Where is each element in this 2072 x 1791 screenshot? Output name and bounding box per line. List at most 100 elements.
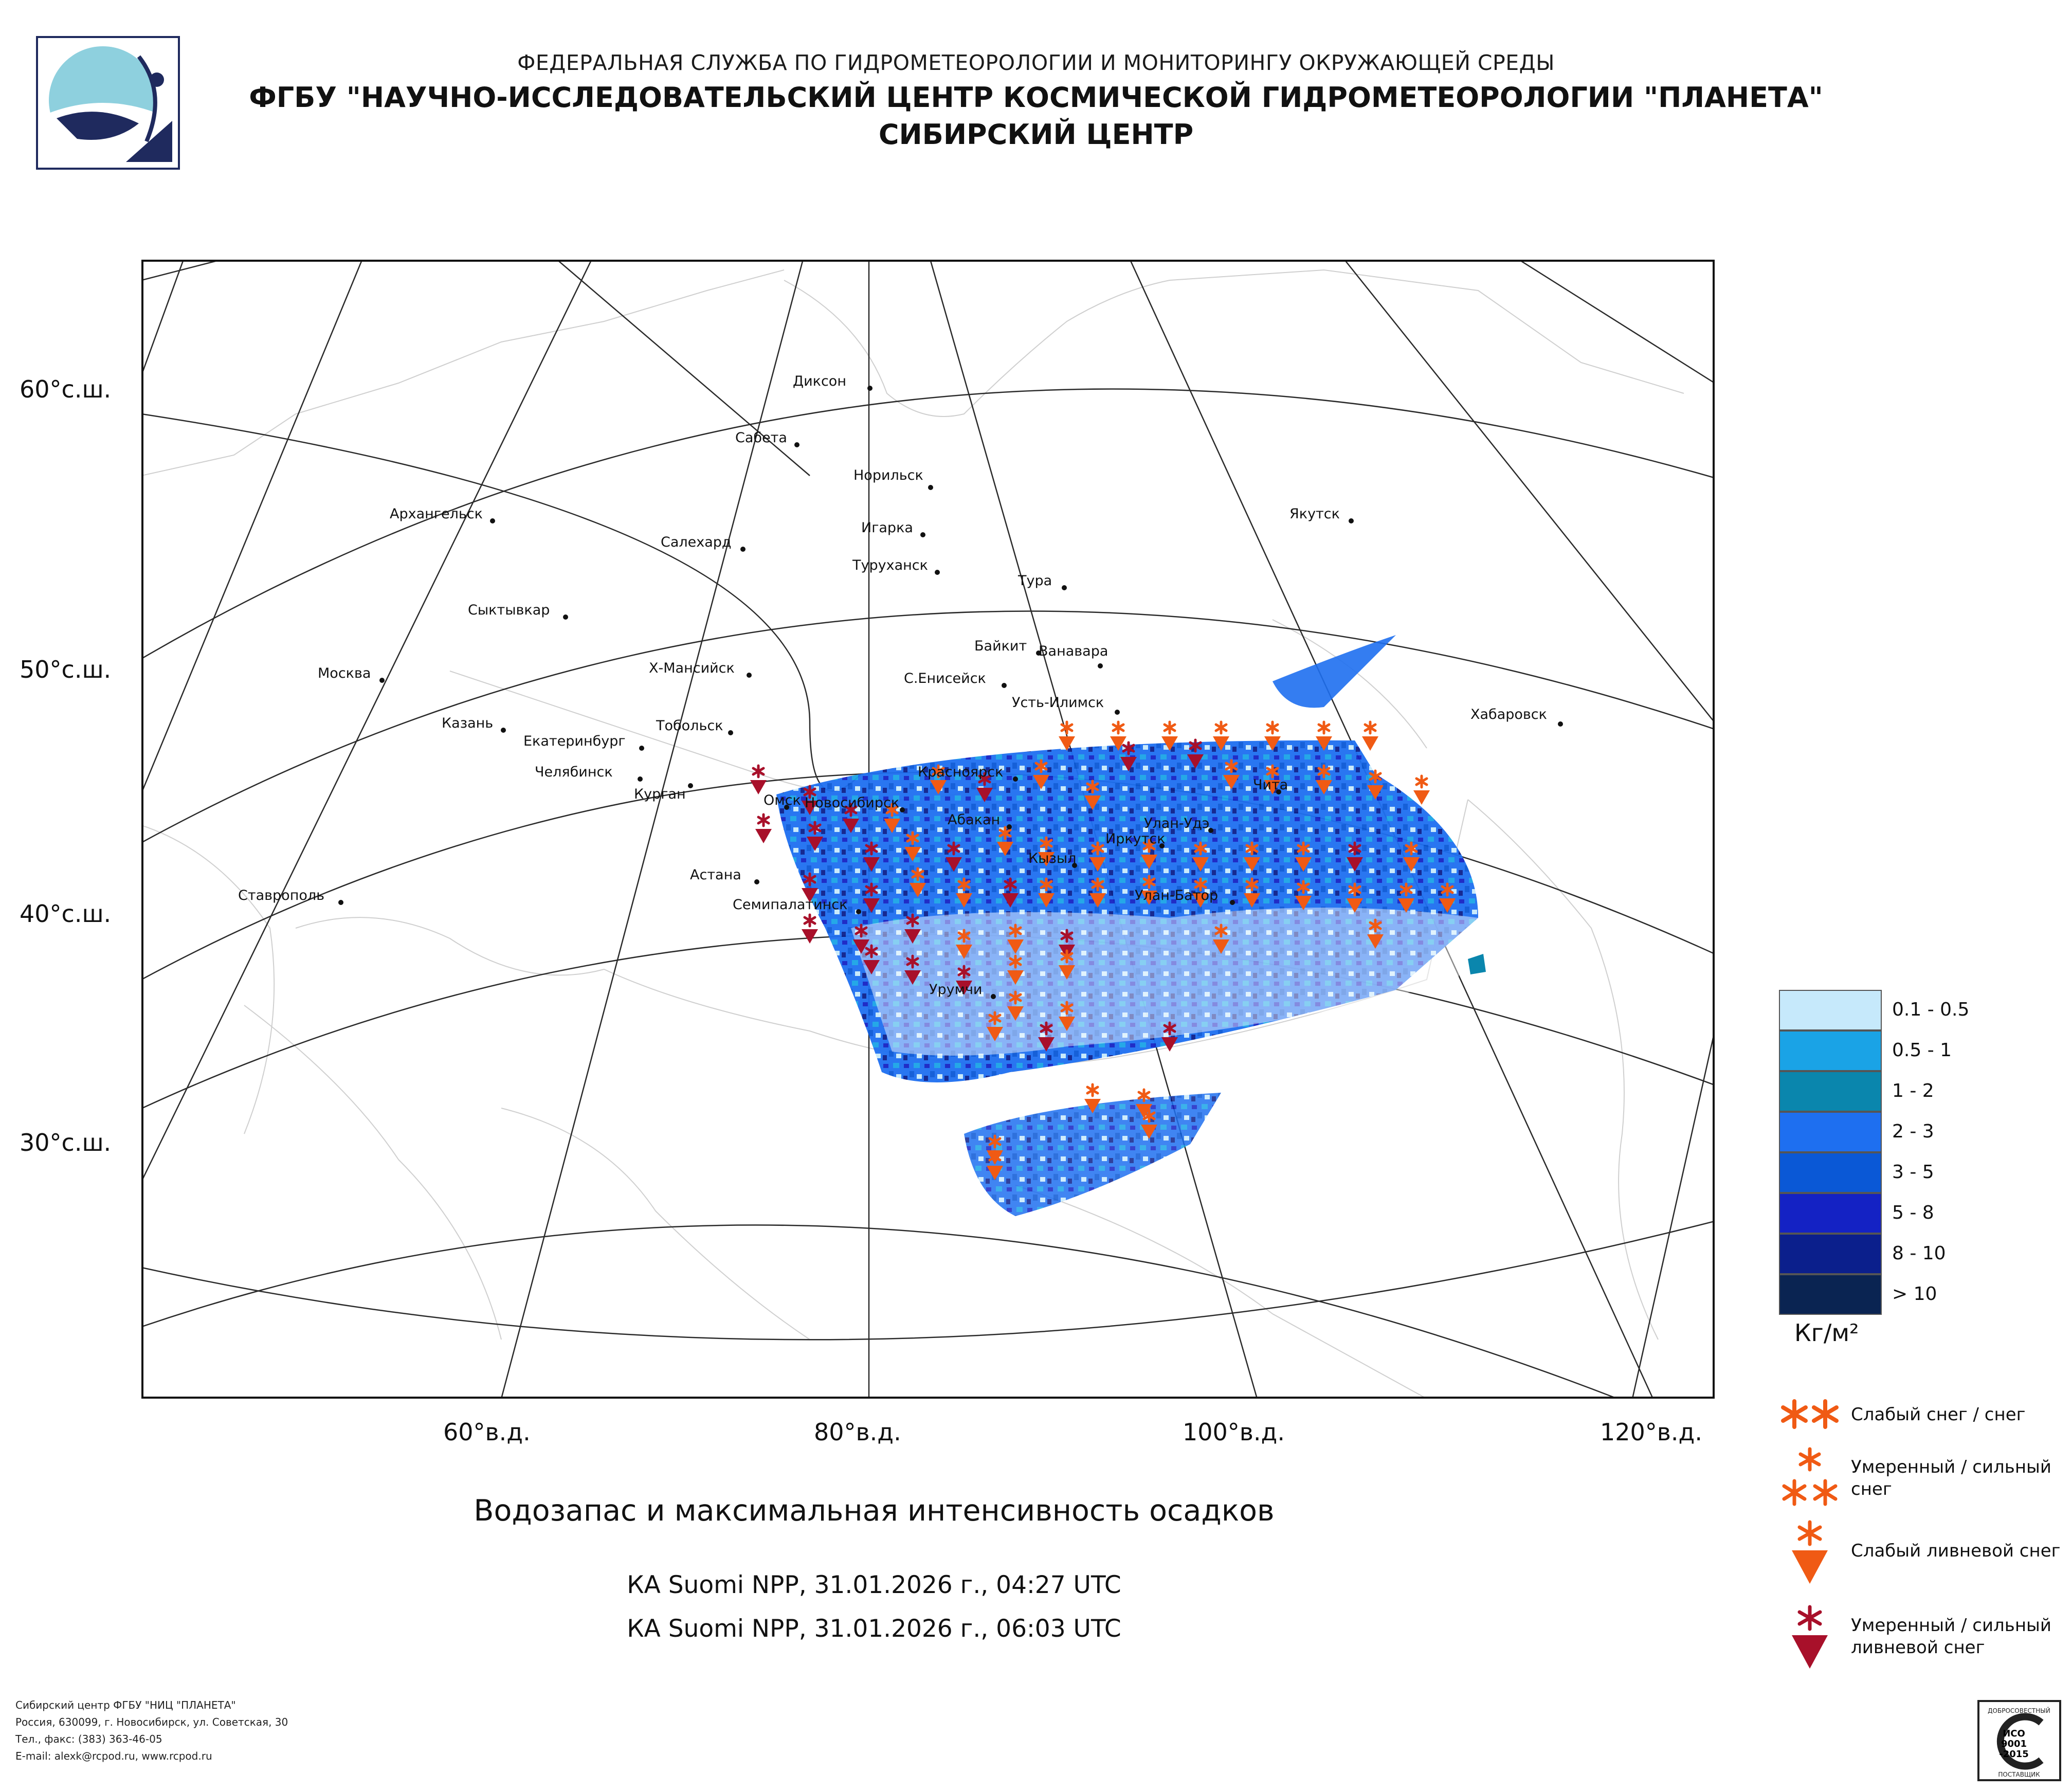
city-label: Диксон xyxy=(793,373,846,389)
snow-shower-marker xyxy=(956,929,972,959)
snow-shower-marker xyxy=(1413,774,1430,805)
city-label: Х-Мансийск xyxy=(649,660,735,676)
snow-shower-marker xyxy=(1141,875,1157,905)
snow-shower-marker xyxy=(1110,720,1126,751)
legend-swatch xyxy=(1779,1193,1882,1234)
city-label: Иркутск xyxy=(1105,831,1166,847)
snow-shower-marker xyxy=(1264,764,1281,794)
svg-text:ИСО: ИСО xyxy=(2003,1728,2025,1739)
city-marker xyxy=(1115,710,1120,715)
snow-shower-marker xyxy=(1038,836,1055,866)
legend-label: 0.5 - 1 xyxy=(1892,1040,1952,1061)
city-label: Сабета xyxy=(735,430,787,446)
snow-shower-marker xyxy=(1059,1001,1075,1031)
city-marker xyxy=(784,805,789,810)
city-label: Игарка xyxy=(861,520,913,536)
heavy-snow-shower-marker xyxy=(904,954,921,985)
city-marker xyxy=(338,900,343,905)
footer-contacts: Сибирский центр ФГБУ "НИЦ "ПЛАНЕТА" Росс… xyxy=(15,1697,288,1765)
city-marker xyxy=(563,614,568,620)
city-label: Красноярск xyxy=(918,764,1003,780)
symbol-label-4: Умеренный / сильный ливневой снег xyxy=(1851,1615,2051,1658)
legend-label: 5 - 8 xyxy=(1892,1202,1934,1223)
snow-shower-marker xyxy=(1295,880,1312,910)
svg-text:9001: 9001 xyxy=(2001,1739,2027,1749)
city-label: Астана xyxy=(690,867,741,883)
legend-label: 0.1 - 0.5 xyxy=(1892,999,1970,1020)
legend-swatch xyxy=(1779,1071,1882,1112)
city-marker xyxy=(1072,863,1077,868)
snow-shower-marker xyxy=(1007,954,1024,985)
snow-shower-marker xyxy=(1007,990,1024,1021)
city-label: Салехард xyxy=(661,534,732,550)
heavy-snow-shower-marker xyxy=(750,764,767,794)
snow-shower-marker xyxy=(1213,720,1229,751)
legend-swatch xyxy=(1779,990,1882,1030)
triple-asterisk-icon xyxy=(1782,1447,1838,1506)
heavy-snow-shower-marker xyxy=(802,872,818,902)
city-marker xyxy=(1558,721,1563,727)
lat-label-60: 60°с.ш. xyxy=(20,375,112,403)
city-marker xyxy=(794,442,799,447)
city-label: Москва xyxy=(318,665,371,681)
snow-shower-marker xyxy=(1316,720,1332,751)
snow-shower-marker xyxy=(904,831,921,861)
heavy-snow-shower-marker xyxy=(843,803,859,833)
snow-shower-marker xyxy=(1059,949,1075,980)
snow-shower-marker xyxy=(1192,877,1209,908)
city-label: Ванавара xyxy=(1039,643,1108,659)
snow-shower-marker xyxy=(1367,918,1384,949)
planeta-logo xyxy=(36,36,180,170)
legend-unit: Кг/м² xyxy=(1794,1319,1859,1347)
legend-swatch xyxy=(1779,1030,1882,1071)
heavy-snow-shower-marker xyxy=(1347,841,1363,872)
lat-label-50: 50°с.ш. xyxy=(20,656,112,683)
heavy-snow-shower-marker xyxy=(863,944,880,974)
heavy-snow-shower-marker xyxy=(946,841,962,872)
snow-shower-marker xyxy=(1136,1088,1152,1118)
city-label: Туруханск xyxy=(852,557,928,573)
city-marker xyxy=(1007,824,1012,829)
city-marker xyxy=(379,678,385,683)
pass-time-1: КА Suomi NPP, 31.01.2026 г., 04:27 UTC xyxy=(627,1571,1121,1599)
footer-line-1: Сибирский центр ФГБУ "НИЦ "ПЛАНЕТА" xyxy=(15,1699,236,1711)
double-asterisk-icon xyxy=(1781,1399,1839,1429)
city-label: Хабаровск xyxy=(1470,707,1547,722)
legend-label: 1 - 2 xyxy=(1892,1080,1934,1101)
svg-text:ДОБРОСОВЕСТНЫЙ: ДОБРОСОВЕСТНЫЙ xyxy=(1988,1707,2050,1714)
footer-line-4: E-mail: alexk@rcpod.ru, www.rcpod.ru xyxy=(15,1750,212,1762)
legend-label: 3 - 5 xyxy=(1892,1162,1934,1183)
snow-shower-marker xyxy=(1403,841,1420,872)
city-marker xyxy=(1208,828,1213,833)
city-label: Улан-Удэ xyxy=(1144,816,1210,831)
legend-swatch xyxy=(1779,1234,1882,1274)
asterisk-triangle-icon xyxy=(1792,1520,1828,1584)
city-label: Тура xyxy=(1017,573,1052,589)
snow-shower-marker xyxy=(1367,769,1384,800)
city-label: Чита xyxy=(1253,777,1288,793)
snow-shower-marker xyxy=(910,867,926,897)
city-marker xyxy=(928,485,933,490)
city-marker xyxy=(490,518,495,523)
heavy-snow-shower-marker xyxy=(802,785,818,815)
snow-shower-marker xyxy=(1089,841,1106,872)
city-label: Ставрополь xyxy=(238,888,324,903)
heavy-snow-shower-marker xyxy=(1002,877,1019,908)
city-marker xyxy=(1276,789,1281,794)
city-label: Новосибирск xyxy=(805,795,899,811)
city-marker xyxy=(935,570,940,575)
svg-text:ПОСТАВЩИК: ПОСТАВЩИК xyxy=(1998,1771,2040,1778)
map-panel: Диксон Сабета Норильск Архангельск Игарка Сал… xyxy=(141,260,1715,1399)
city-marker xyxy=(747,673,752,678)
heavy-snow-shower-marker xyxy=(802,913,818,944)
city-label: Якутск xyxy=(1289,506,1340,522)
snow-shower-marker xyxy=(1007,924,1024,954)
snow-shower-marker xyxy=(956,877,972,908)
map-title: Водозапас и максимальная интенсивность о… xyxy=(474,1494,1275,1528)
city-marker xyxy=(754,879,759,884)
city-label: Норильск xyxy=(853,467,923,483)
symbol-label-2: Умеренный / сильный снег xyxy=(1851,1457,2051,1499)
symbol-label-1: Слабый снег / снег xyxy=(1851,1404,2026,1425)
legend-label: 8 - 10 xyxy=(1892,1243,1946,1264)
city-label: Казань xyxy=(442,715,493,731)
